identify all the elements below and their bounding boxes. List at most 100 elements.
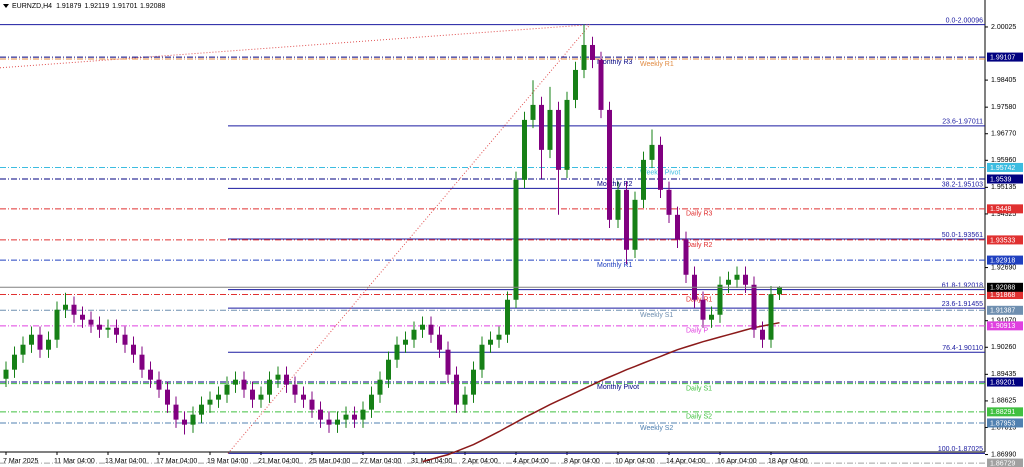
candle-body xyxy=(20,344,26,355)
price-box xyxy=(987,235,1023,245)
candle-body xyxy=(309,399,315,410)
pivot-label: Weekly S1 xyxy=(640,312,673,319)
y-tick-label: 1.95135 xyxy=(991,184,1016,191)
high: 1.92119 xyxy=(84,3,109,10)
fib-label: 23.6-1.91455 xyxy=(942,301,983,308)
price-box xyxy=(987,174,1023,184)
fib-label: 100.0-1.87025 xyxy=(938,446,983,453)
price-box xyxy=(987,377,1023,387)
candle-body xyxy=(29,334,34,345)
candle-body xyxy=(471,369,476,395)
candle-body xyxy=(760,329,765,340)
candle-body xyxy=(437,334,442,350)
price-box-label: 1.92918 xyxy=(990,257,1015,264)
candle-body xyxy=(46,339,51,350)
candle-body xyxy=(598,59,604,110)
candle-body xyxy=(88,319,94,325)
close: 1.92088 xyxy=(140,3,165,10)
candle-body xyxy=(207,399,213,405)
candle-body xyxy=(122,334,128,345)
candle-body xyxy=(768,294,774,340)
candle-body xyxy=(615,189,621,220)
candle-body xyxy=(284,374,289,385)
candle-body xyxy=(360,409,366,420)
candle-body xyxy=(513,179,519,300)
candle-body xyxy=(607,109,612,220)
pivot-label: Daily R2 xyxy=(686,242,713,249)
x-tick-label: 17 Mar 04:00 xyxy=(156,458,197,465)
candle-body xyxy=(114,327,119,335)
candle-body xyxy=(258,394,264,400)
x-tick-label: 8 Apr 04:00 xyxy=(564,458,600,465)
candle-body xyxy=(394,344,400,360)
candle-body xyxy=(54,309,60,340)
price-box-label: 1.88291 xyxy=(990,409,1015,416)
candle-body xyxy=(751,284,757,330)
last-price-label: 1.92088 xyxy=(990,285,1015,292)
x-tick-label: 13 Mar 04:00 xyxy=(105,458,146,465)
candle-body xyxy=(496,334,502,340)
price-box xyxy=(987,418,1023,428)
candle-body xyxy=(717,284,723,315)
price-box xyxy=(987,321,1023,331)
candle-body xyxy=(556,109,561,170)
price-box-label: 1.86729 xyxy=(990,460,1015,467)
pivot-label: Daily S2 xyxy=(686,414,712,421)
candle-body xyxy=(428,324,434,335)
price-box-label: 1.91868 xyxy=(990,292,1015,299)
price-box xyxy=(987,52,1023,62)
candle-body xyxy=(411,329,417,340)
candle-body xyxy=(343,414,349,420)
candle-body xyxy=(335,419,340,425)
x-tick-label: 19 Mar 04:00 xyxy=(207,458,248,465)
candle-body xyxy=(97,324,102,330)
price-box-label: 1.89201 xyxy=(990,379,1015,386)
low: 1.91701 xyxy=(112,3,137,10)
candle-body xyxy=(318,409,323,420)
price-box xyxy=(987,255,1023,265)
x-tick-label: 2 Apr 04:00 xyxy=(462,458,498,465)
price-box xyxy=(987,290,1023,300)
candle-body xyxy=(683,239,689,275)
candle-body xyxy=(734,274,740,280)
candle-body xyxy=(522,119,527,180)
candle-body xyxy=(131,344,136,355)
candle-body xyxy=(173,404,179,420)
y-tick-label: 2.00025 xyxy=(991,24,1016,31)
candle-body xyxy=(352,414,357,420)
candle-body xyxy=(454,374,459,405)
candle-body xyxy=(675,214,680,240)
y-tick-label: 1.88625 xyxy=(991,398,1016,405)
price-box xyxy=(987,305,1023,315)
candle-body xyxy=(105,327,111,330)
candle-body xyxy=(624,189,629,250)
price-box xyxy=(987,458,1023,467)
candle-body xyxy=(632,199,638,250)
x-tick-label: 25 Mar 04:00 xyxy=(309,458,350,465)
price-box-label: 1.95742 xyxy=(990,165,1015,172)
x-tick-label: 31 Mar 04:00 xyxy=(411,458,452,465)
pivot-label: Daily R1 xyxy=(686,296,713,303)
candle-body xyxy=(275,374,281,380)
pivot-label: Monthly R2 xyxy=(597,181,633,188)
candle-body xyxy=(700,299,706,320)
x-tick-label: 16 Apr 04:00 xyxy=(717,458,757,465)
y-tick-label: 1.89435 xyxy=(991,371,1016,378)
candle-body xyxy=(139,354,145,370)
candle-body xyxy=(505,299,510,335)
x-tick-label: 18 Apr 04:00 xyxy=(768,458,808,465)
candle-body xyxy=(479,344,485,370)
candle-body xyxy=(216,394,221,400)
price-box-label: 1.93533 xyxy=(990,237,1015,244)
symbol: EURNZD,H4 xyxy=(12,3,52,10)
candle-body xyxy=(292,384,298,395)
candle-body xyxy=(377,379,383,395)
candle-body xyxy=(641,159,646,200)
price-box xyxy=(987,407,1023,417)
candle-body xyxy=(267,379,272,395)
candle-body xyxy=(326,419,332,425)
x-tick-label: 21 Mar 04:00 xyxy=(258,458,299,465)
candle-body xyxy=(649,144,655,160)
pivot-label: Daily S1 xyxy=(686,386,712,393)
candle-body xyxy=(403,339,408,345)
